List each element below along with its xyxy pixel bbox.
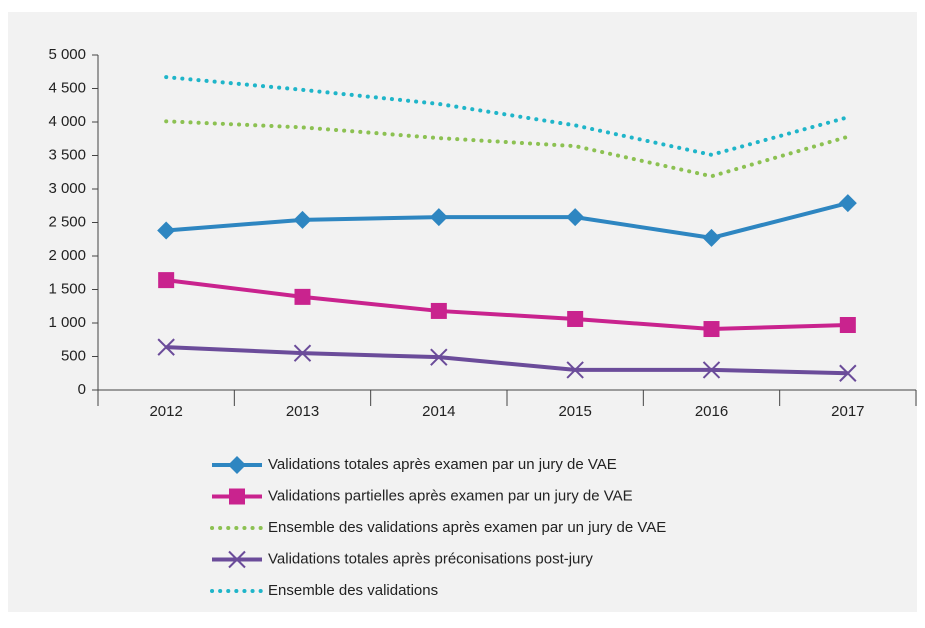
marker (229, 488, 245, 505)
marker (430, 348, 448, 366)
y-tick-label: 4 000 (48, 113, 86, 130)
marker (702, 361, 721, 379)
series-line (164, 119, 850, 179)
marker (839, 317, 856, 334)
legend-label: Ensemble des validations (268, 582, 438, 599)
legend-label: Validations totales après préconisations… (268, 550, 593, 567)
marker (157, 221, 176, 240)
marker (566, 208, 585, 227)
x-tick-label: 2017 (831, 403, 864, 420)
marker (429, 208, 448, 227)
marker (158, 272, 175, 289)
legend-label: Ensemble des validations après examen pa… (268, 519, 666, 536)
marker (228, 550, 246, 569)
marker (567, 310, 584, 327)
x-tick-label: 2015 (558, 403, 591, 420)
x-tick-label: 2014 (422, 403, 455, 420)
marker (702, 228, 721, 247)
marker (703, 321, 720, 338)
x-tick-label: 2013 (286, 403, 319, 420)
marker (293, 344, 312, 362)
y-tick-label: 500 (61, 347, 86, 364)
marker (430, 302, 447, 319)
marker (293, 210, 312, 229)
y-tick-label: 0 (78, 381, 86, 398)
marker (294, 288, 311, 305)
series-line (164, 75, 850, 157)
series-line (165, 278, 848, 332)
series-line (166, 345, 848, 376)
y-tick-label: 2 000 (48, 247, 86, 264)
marker (838, 194, 857, 213)
marker (157, 338, 175, 356)
marker (839, 364, 857, 382)
x-tick-label: 2012 (149, 403, 182, 420)
y-tick-label: 1 500 (48, 280, 86, 297)
marker (228, 456, 246, 474)
legend-label: Validations partielles après examen par … (268, 487, 633, 504)
y-tick-label: 3 500 (48, 146, 86, 163)
y-tick-label: 4 500 (48, 79, 86, 96)
y-tick-label: 1 000 (48, 314, 86, 331)
x-tick-label: 2016 (695, 403, 728, 420)
y-tick-label: 3 000 (48, 180, 86, 197)
series-line (166, 201, 849, 240)
y-tick-label: 5 000 (48, 46, 86, 63)
marker (566, 361, 584, 379)
y-tick-label: 2 500 (48, 213, 86, 230)
legend-label: Validations totales après examen par un … (268, 456, 617, 473)
